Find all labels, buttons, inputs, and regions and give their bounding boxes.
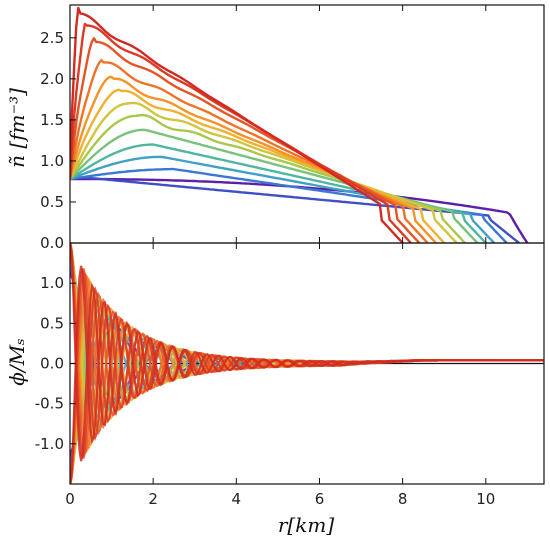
density-line (70, 6, 404, 243)
bottom-y-axis-label: ϕ/Mₛ (5, 338, 29, 386)
x-axis-label: r[km] (278, 513, 334, 537)
x-tick-label: 0 (65, 490, 75, 508)
y-tick-label: 1.5 (40, 111, 64, 129)
top-panel: 0.0 0.5 1.0 1.5 2.0 2.5 (40, 4, 545, 252)
y-tick-label: 2.0 (40, 70, 64, 88)
density-line (70, 176, 520, 243)
y-tick-label: -0.5 (35, 395, 64, 413)
y-tick-label: 1.0 (40, 274, 64, 292)
x-tick-label: 8 (398, 490, 408, 508)
y-tick-label: 0.0 (40, 355, 64, 373)
top-y-axis-label: ñ [fm⁻³] (5, 88, 29, 168)
y-tick-label: 0.0 (40, 234, 64, 252)
density-line (70, 37, 421, 243)
y-tick-label: 0.5 (40, 193, 64, 211)
y-tick-label: 0.5 (40, 314, 64, 332)
x-tick-label: 2 (148, 490, 158, 508)
y-tick-label: 1.0 (40, 152, 64, 170)
series-group (70, 243, 544, 484)
x-tick-label: 6 (315, 490, 325, 508)
x-tick-label: 4 (232, 490, 242, 508)
bottom-panel: -1.0 -0.5 0.0 0.5 1.0 0 2 4 6 8 10 (35, 242, 545, 508)
series-group (70, 6, 529, 243)
y-tick-label: 2.5 (40, 29, 64, 47)
density-line (70, 101, 458, 243)
field-line (70, 265, 544, 484)
x-tick-label: 10 (476, 490, 495, 508)
y-tick-label: -1.0 (35, 435, 64, 453)
axis-labels: ñ [fm⁻³] ϕ/Mₛ r[km] (5, 88, 334, 537)
